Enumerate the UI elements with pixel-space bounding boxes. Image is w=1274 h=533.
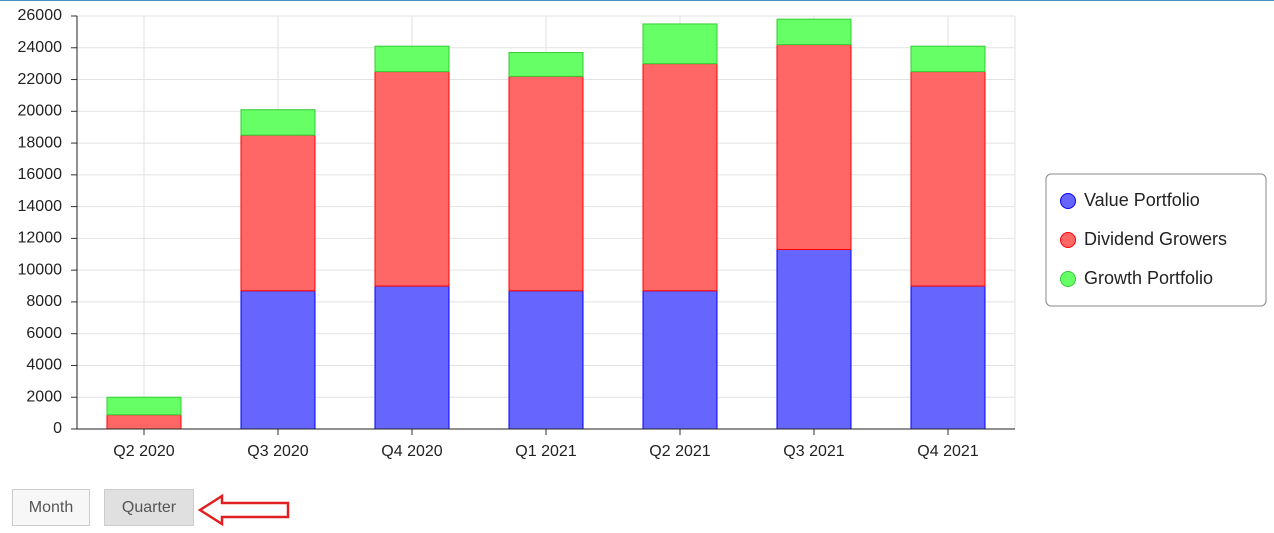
arrow-icon xyxy=(197,493,290,527)
bar-segment xyxy=(508,52,584,77)
y-tick-label: 0 xyxy=(53,420,62,437)
bar-segment xyxy=(508,75,584,292)
y-tick-label: 2000 xyxy=(26,388,62,405)
bar-segment xyxy=(240,134,316,292)
x-tick-label: Q3 2020 xyxy=(247,443,308,460)
y-tick-label: 20000 xyxy=(18,103,63,120)
bar-segment xyxy=(508,290,584,430)
legend-label: Growth Portfolio xyxy=(1084,268,1213,288)
bar-segment xyxy=(240,109,316,136)
x-tick-label: Q2 2020 xyxy=(113,443,174,460)
legend-swatch xyxy=(1060,271,1076,287)
y-tick-label: 16000 xyxy=(18,166,63,183)
x-tick-label: Q3 2021 xyxy=(783,443,844,460)
bar-segment xyxy=(374,285,450,430)
toggle-button[interactable]: Month xyxy=(12,489,90,526)
bar-segment xyxy=(910,285,986,430)
y-tick-label: 10000 xyxy=(18,261,63,278)
x-tick-label: Q4 2021 xyxy=(917,443,978,460)
chart: 0 2000 4000 6000 8000 10000 12000 14000 16000 180… xyxy=(0,0,1274,460)
y-tick-label: 24000 xyxy=(18,39,63,56)
bar-segment xyxy=(776,249,852,430)
bar-segment xyxy=(642,290,718,430)
y-tick-label: 18000 xyxy=(18,134,63,151)
legend-box xyxy=(1045,173,1267,307)
legend-label: Dividend Growers xyxy=(1084,229,1227,249)
bar-segment xyxy=(374,71,450,287)
y-tick-label: 14000 xyxy=(18,198,63,215)
bar-segment xyxy=(240,290,316,430)
y-tick-label: 12000 xyxy=(18,230,63,247)
bar-segment xyxy=(106,414,182,430)
x-tick-label: Q1 2021 xyxy=(515,443,576,460)
legend-swatch xyxy=(1060,232,1076,248)
x-tick-label: Q2 2021 xyxy=(649,443,710,460)
y-tick-label: 26000 xyxy=(18,7,63,24)
y-tick-label: 4000 xyxy=(26,357,62,374)
bar-segment xyxy=(910,45,986,73)
bar-segment xyxy=(776,44,852,251)
y-tick-label: 6000 xyxy=(26,325,62,342)
bar-segment xyxy=(642,23,718,65)
bar-segment xyxy=(374,45,450,73)
x-tick-label: Q4 2020 xyxy=(381,443,442,460)
legend-label: Value Portfolio xyxy=(1084,190,1200,210)
legend-swatch xyxy=(1060,193,1076,209)
y-tick-label: 22000 xyxy=(18,71,63,88)
y-tick-label: 8000 xyxy=(26,293,62,310)
toggle-button[interactable]: Quarter xyxy=(104,489,194,526)
bar-segment xyxy=(642,63,718,292)
bar-segment xyxy=(910,71,986,287)
bar-segment xyxy=(106,396,182,416)
bar-segment xyxy=(776,18,852,46)
